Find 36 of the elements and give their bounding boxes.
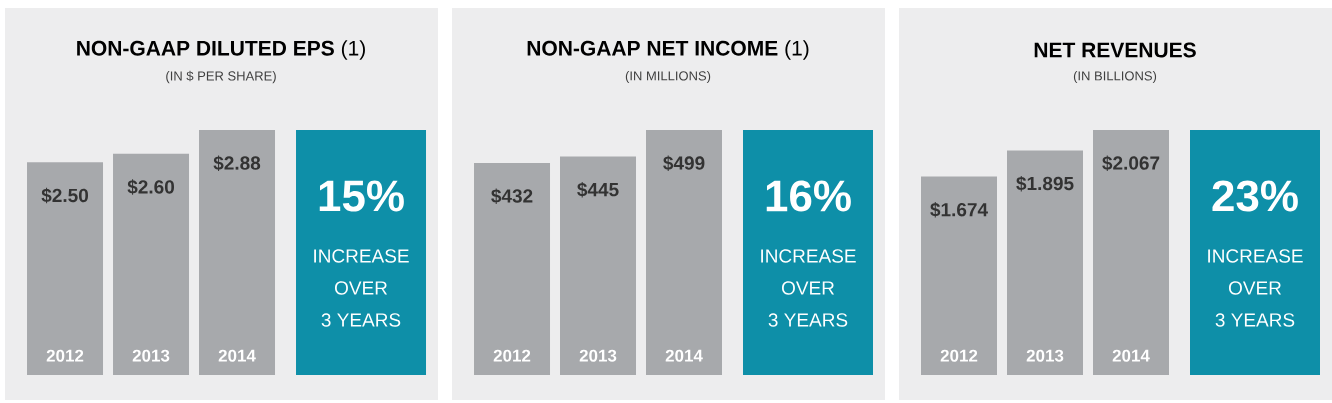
text: 23% [1212,180,1298,212]
x-tick-label: 2013 [579,349,617,362]
chart-title: NON-GAAP DILUTED EPS (1) [77,40,365,60]
text: INCREASE [761,249,856,263]
text: OVER [781,281,835,295]
x-tick-label: 2014 [665,349,703,362]
text: 3 YEARS [321,313,401,327]
x-tick-label: 2014 [218,349,256,362]
data-label: $1.895 [1016,175,1074,192]
data-label: $432 [491,188,533,204]
x-tick-label: 2012 [940,349,978,362]
text: OVER [1228,281,1282,295]
x-tick-label: 2012 [46,349,84,362]
text: 3 YEARS [768,313,848,327]
chart-subtitle: (IN MILLIONS) [625,70,711,84]
x-tick-label: 2012 [493,349,531,362]
x-tick-label: 2013 [132,349,170,362]
chart-subtitle: (IN $ PER SHARE) [166,70,276,84]
data-label: $2.067 [1102,155,1160,172]
data-label: $499 [663,155,705,172]
text: INCREASE [1208,249,1303,263]
data-label: $1.674 [930,202,988,218]
data-label: $2.88 [213,155,261,172]
text: 16% [766,180,851,212]
x-tick-label: 2014 [1112,349,1150,362]
chart-title: NET REVENUES [1034,42,1196,58]
text: INCREASE [314,249,409,263]
data-label: $2.50 [41,187,89,204]
text: OVER [334,281,388,295]
data-label: $2.60 [127,179,174,195]
data-label: $445 [577,182,619,198]
chart-title: NON-GAAP NET INCOME (1) [527,40,809,60]
x-tick-label: 2013 [1026,349,1064,362]
chart-subtitle: (IN BILLIONS) [1073,70,1157,84]
text: 15% [319,180,404,212]
text: 3 YEARS [1215,313,1295,327]
